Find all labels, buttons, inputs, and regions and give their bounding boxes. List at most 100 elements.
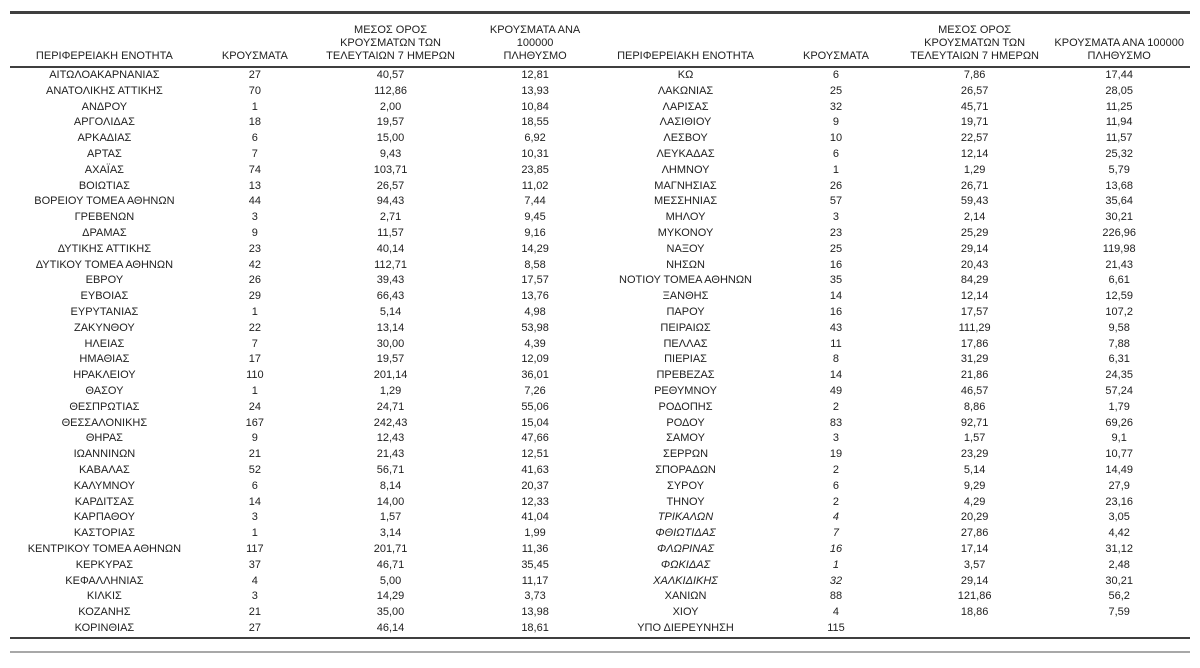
table-row: ΖΑΚΥΝΘΟΥ 22 13,14 53,98 ΠΕΙΡΑΙΩΣ 43 111,29 9,58 — [10, 321, 1190, 337]
per100k-cell: 119,98 — [1102, 242, 1136, 255]
table-row: ΑΝΑΤΟΛΙΚΗΣ ΑΤΤΙΚΗΣ 70 112,86 13,93 ΛΑΚΩΝΙΑΣ 2… — [10, 84, 1190, 100]
per100k-cell: 13,93 — [521, 84, 549, 97]
table-row: ΚΑΣΤΟΡΙΑΣ 1 3,14 1,99 ΦΘΙΩΤΙΔΑΣ 7 27,86 4,42 — [10, 526, 1190, 542]
per100k-cell: 27,9 — [1108, 479, 1130, 492]
cases-cell: 21 — [248, 606, 261, 619]
region-name-cell: ΘΕΣΠΡΩΤΙΑΣ — [69, 400, 140, 413]
cases-cell: 1 — [251, 384, 258, 397]
cases-cell: 1 — [832, 558, 840, 571]
cases-cell: 18 — [248, 116, 261, 129]
avg7-cell: 112,86 — [374, 84, 407, 97]
cases-cell: 10 — [829, 132, 843, 145]
avg7-cell: 92,71 — [960, 416, 989, 429]
region-name-cell: ΝΑΞΟΥ — [666, 242, 705, 255]
cases-cell: 6 — [832, 69, 840, 81]
per100k-cell: 107,2 — [1105, 305, 1133, 318]
region-name-cell: ΣΑΜΟΥ — [666, 432, 705, 445]
per100k-cell: 226,96 — [1102, 226, 1137, 239]
per100k-cell: 15,04 — [521, 416, 549, 429]
per100k-cell: 12,51 — [521, 448, 549, 461]
region-name-cell: ΡΕΘΥΜΝΟΥ — [654, 384, 717, 397]
per100k-cell: 41,63 — [521, 463, 549, 476]
table-row: ΘΕΣΣΑΛΟΝΙΚΗΣ 167 242,43 15,04 ΡΟΔΟΥ 83 92,71 69… — [10, 416, 1190, 432]
region-name-cell: ΚΑΣΤΟΡΙΑΣ — [73, 527, 135, 540]
table-row: ΔΡΑΜΑΣ 9 11,57 9,16 ΜΥΚΟΝΟΥ 23 25,29 226,96 — [10, 226, 1190, 242]
cases-cell: 7 — [251, 147, 258, 160]
cases-cell: 25 — [829, 84, 843, 97]
avg7-cell: 29,14 — [960, 574, 989, 587]
table-row: ΘΗΡΑΣ 9 12,43 47,66 ΣΑΜΟΥ 3 1,57 9,1 — [10, 431, 1190, 447]
cases-cell: 24 — [248, 400, 261, 413]
region-name-cell: ΝΟΤΙΟΥ ΤΟΜΕΑ ΑΘΗΝΩΝ — [619, 274, 752, 287]
table-row: ΘΑΣΟΥ 1 1,29 7,26 ΡΕΘΥΜΝΟΥ 49 46,57 57,24 — [10, 384, 1190, 400]
cases-cell: 2 — [832, 463, 840, 476]
per100k-cell: 30,21 — [1105, 574, 1133, 587]
avg7-cell — [901, 621, 1049, 638]
table-row: ΔΥΤΙΚΗΣ ΑΤΤΙΚΗΣ 23 40,14 14,29 ΝΑΞΟΥ 25 29,14 1… — [10, 242, 1190, 258]
region-name-cell: ΔΥΤΙΚΗΣ ΑΤΤΙΚΗΣ — [57, 242, 152, 255]
region-name-cell: ΠΕΛΛΑΣ — [663, 337, 708, 350]
per100k-cell: 12,81 — [521, 69, 549, 81]
bottom-divider — [10, 650, 1190, 653]
table-row: ΚΙΛΚΙΣ 3 14,29 3,73 ΧΑΝΙΩΝ 88 121,86 56,2 — [10, 589, 1190, 605]
per100k-cell: 4,39 — [524, 337, 546, 350]
region-name-cell: ΘΑΣΟΥ — [85, 384, 124, 397]
region-name-cell: ΣΥΡΟΥ — [667, 479, 705, 492]
region-name-cell: ΑΝΑΤΟΛΙΚΗΣ ΑΤΤΙΚΗΣ — [46, 84, 163, 97]
cases-cell: 29 — [248, 290, 261, 303]
avg7-cell: 31,29 — [960, 353, 989, 366]
avg7-cell: 66,43 — [376, 290, 405, 303]
per100k-cell: 20,37 — [521, 479, 549, 492]
avg7-cell: 8,14 — [379, 479, 402, 492]
per100k-cell: 7,88 — [1108, 337, 1130, 350]
table-row: ΚΕΝΤΡΙΚΟΥ ΤΟΜΕΑ ΑΘΗΝΩΝ 117 201,71 11,36 ΦΛΩΡ… — [10, 542, 1190, 558]
per100k-cell: 21,43 — [1105, 258, 1133, 271]
cases-cell: 1 — [832, 163, 840, 176]
region-name-cell: ΜΗΛΟΥ — [665, 211, 706, 224]
region-name-cell: ΠΕΙΡΑΙΩΣ — [660, 321, 711, 334]
per100k-cell: 53,98 — [521, 321, 549, 334]
avg7-cell: 39,43 — [376, 274, 405, 287]
avg7-cell: 18,86 — [960, 606, 989, 619]
region-name-cell: ΛΗΜΝΟΥ — [661, 163, 710, 176]
cases-cell: 44 — [248, 195, 261, 208]
region-name-cell: ΦΩΚΙΔΑΣ — [660, 558, 711, 571]
avg7-cell: 13,14 — [376, 321, 405, 334]
region-name-cell: ΚΙΛΚΙΣ — [86, 590, 122, 603]
avg7-cell: 35,00 — [376, 606, 405, 619]
table-row: ΑΡΓΟΛΙΔΑΣ 18 19,57 18,55 ΛΑΣΙΘΙΟΥ 9 19,71 11,94 — [10, 115, 1190, 131]
cases-cell: 52 — [248, 463, 261, 476]
region-name-cell: ΡΟΔΟΥ — [666, 416, 705, 429]
per100k-cell: 17,44 — [1105, 69, 1133, 81]
per100k-cell: 18,61 — [521, 621, 549, 634]
region-name-cell: ΔΡΑΜΑΣ — [82, 226, 127, 239]
avg7-cell: 8,86 — [963, 400, 986, 413]
per100k-cell: 9,58 — [1108, 321, 1130, 334]
region-name-cell: ΥΠΟ ΔΙΕΡΕΥΝΗΣΗ — [637, 621, 734, 634]
region-name-cell: ΛΕΣΒΟΥ — [663, 132, 708, 145]
header-cases-left: ΚΡΟΥΣΜΑΤΑ — [198, 12, 311, 68]
header-per100k-left: ΚΡΟΥΣΜΑΤΑ ΑΝΑ 100000 ΠΛΗΘΥΣΜΟ — [470, 12, 600, 68]
region-name-cell: ΜΑΓΝΗΣΙΑΣ — [654, 179, 717, 192]
cases-cell: 49 — [829, 384, 843, 397]
region-name-cell: ΤΗΝΟΥ — [666, 495, 705, 508]
region-name-cell: ΣΠΟΡΑΔΩΝ — [655, 463, 716, 476]
table-row: ΓΡΕΒΕΝΩΝ 3 2,71 9,45 ΜΗΛΟΥ 3 2,14 30,21 — [10, 210, 1190, 226]
cases-cell: 110 — [246, 369, 264, 382]
per100k-cell: 47,66 — [521, 432, 549, 445]
region-name-cell: ΖΑΚΥΝΘΟΥ — [74, 321, 135, 334]
region-name-cell: ΛΑΣΙΘΙΟΥ — [659, 116, 712, 129]
region-name-cell: ΗΡΑΚΛΕΙΟΥ — [73, 369, 136, 382]
region-name-cell: ΛΑΚΩΝΙΑΣ — [657, 84, 714, 97]
per100k-cell: 24,35 — [1105, 369, 1133, 382]
per100k-cell: 11,57 — [1105, 132, 1133, 145]
per100k-cell: 28,05 — [1105, 84, 1133, 97]
region-name-cell: ΕΥΒΟΙΑΣ — [80, 290, 129, 303]
region-name-cell: ΧΑΝΙΩΝ — [664, 590, 707, 603]
per100k-cell: 14,49 — [1105, 463, 1133, 476]
per100k-cell: 14,29 — [521, 242, 549, 255]
cases-cell: 6 — [832, 147, 840, 160]
avg7-cell: 7,86 — [963, 69, 986, 81]
per100k-cell: 1,79 — [1108, 400, 1130, 413]
